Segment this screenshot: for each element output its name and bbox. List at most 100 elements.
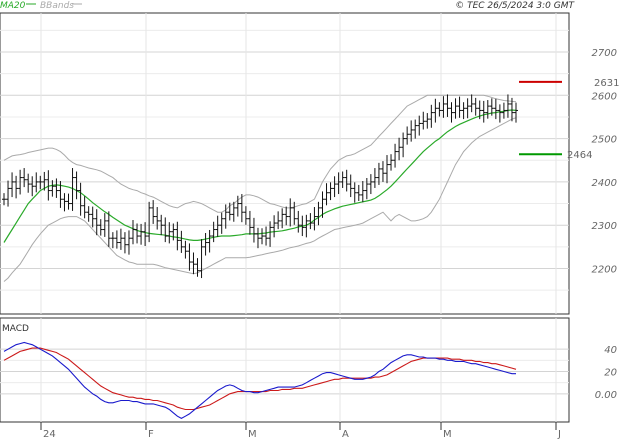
ohlc-bar — [389, 154, 394, 171]
ohlc-bar — [151, 200, 156, 224]
ohlc-bar — [90, 206, 95, 228]
ohlc-bar — [70, 168, 75, 211]
ohlc-bar — [441, 96, 446, 118]
ohlc-bar — [344, 169, 349, 192]
ohlc-bar — [227, 202, 232, 221]
ohlc-bar — [421, 111, 426, 130]
copyright-timestamp: © TEC 26/5/2024 3:0 GMT — [455, 1, 575, 11]
ohlc-bar — [324, 183, 329, 206]
ohlc-bar — [126, 230, 131, 255]
ohlc-bar — [300, 215, 305, 237]
ohlc-bar — [139, 223, 144, 245]
ohlc-bar — [199, 239, 204, 279]
ohlc-bar — [437, 102, 442, 117]
ohlc-bar — [413, 119, 418, 139]
ohlc-bar — [453, 98, 458, 119]
price-tick-label: 2300 — [592, 221, 617, 232]
ohlc-bar — [284, 206, 289, 226]
ohlc-bar — [449, 102, 454, 123]
ohlc-bars — [2, 94, 518, 279]
ohlc-bar — [66, 193, 71, 210]
ohlc-bar — [251, 217, 256, 243]
month-label: M — [443, 429, 452, 440]
bbands-layer — [3, 94, 517, 282]
month-label: A — [342, 429, 349, 440]
ohlc-bar — [211, 221, 216, 243]
ohlc-bar — [465, 98, 470, 119]
ohlc-bar — [276, 211, 281, 230]
ohlc-bar — [401, 132, 406, 158]
ohlc-bar — [397, 137, 402, 161]
ma20-legend: MA20 — [0, 1, 26, 11]
ohlc-bar — [135, 223, 140, 244]
ohlc-bar — [110, 232, 115, 249]
ohlc-bar — [514, 102, 518, 123]
ohlc-bar — [114, 230, 119, 249]
ohlc-bar — [280, 208, 285, 229]
ohlc-bar — [364, 178, 369, 200]
ohlc-bar — [356, 184, 361, 201]
macd-tick-label: 0.00 — [595, 390, 617, 401]
ohlc-bar — [376, 162, 381, 185]
ohlc-bar — [179, 230, 184, 253]
ohlc-bar — [296, 210, 301, 233]
month-label: 24 — [43, 429, 56, 440]
ohlc-bar — [445, 94, 450, 117]
ohlc-bar — [235, 195, 240, 217]
ohlc-bar — [118, 228, 123, 250]
ohlc-bar — [380, 161, 385, 182]
ohlc-bar — [268, 221, 273, 247]
ohlc-bar — [469, 94, 474, 113]
ohlc-bar — [457, 96, 462, 118]
resistance-level-label: 2631 — [594, 78, 619, 89]
ohlc-bar — [207, 229, 212, 253]
macd-line — [3, 341, 516, 420]
ohlc-bar — [159, 214, 164, 236]
ohlc-bar — [501, 102, 506, 119]
price-tick-label: 2200 — [592, 265, 617, 276]
macd-tick-label: 20 — [604, 368, 617, 379]
ohlc-bar — [86, 206, 91, 222]
price-axis: 2200 2300 2400 2500 2600 2700 — [592, 48, 617, 276]
ohlc-bar — [34, 172, 39, 193]
macd-tick-label: 40 — [604, 345, 617, 356]
ohlc-bar — [239, 194, 244, 223]
ohlc-bar — [191, 252, 196, 275]
ohlc-bar — [78, 182, 83, 216]
ohlc-bar — [360, 181, 365, 203]
ohlc-bar — [352, 182, 357, 203]
ohlc-bar — [368, 174, 373, 195]
ohlc-bar — [320, 191, 325, 218]
month-label: M — [248, 429, 257, 440]
ohlc-bar — [167, 222, 172, 244]
ohlc-bar — [30, 176, 35, 197]
macd-panel: MACD 0.00 20 40 — [0, 317, 617, 423]
ohlc-bar — [348, 174, 353, 198]
ma20-layer — [3, 109, 517, 243]
ohlc-bar — [316, 201, 321, 226]
ohlc-bar — [54, 178, 59, 198]
ohlc-bar — [288, 198, 293, 227]
price-grid — [0, 13, 569, 314]
ohlc-bar — [429, 104, 434, 128]
ohlc-bar — [131, 220, 136, 245]
ohlc-bar — [22, 168, 27, 188]
ohlc-bar — [46, 170, 51, 201]
ohlc-bar — [14, 175, 19, 199]
ohlc-bar — [94, 209, 99, 236]
ohlc-bar — [163, 217, 168, 243]
bbands-upper-line — [3, 94, 517, 213]
ohlc-bar — [497, 104, 502, 123]
ohlc-bar — [304, 214, 309, 238]
price-tick-label: 2500 — [592, 135, 617, 146]
ohlc-bar — [26, 173, 31, 193]
ohlc-bar — [18, 169, 23, 195]
ohlc-bar — [62, 193, 67, 212]
ohlc-bar — [102, 213, 107, 237]
ohlc-bar — [147, 201, 152, 243]
ohlc-bar — [255, 227, 260, 249]
ohlc-bar — [38, 175, 43, 190]
ohlc-bar — [122, 232, 127, 254]
ohlc-bar — [260, 228, 265, 245]
